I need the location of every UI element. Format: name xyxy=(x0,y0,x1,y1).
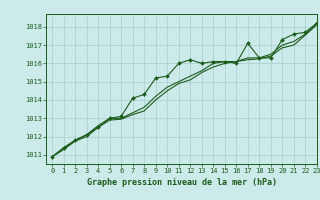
X-axis label: Graphe pression niveau de la mer (hPa): Graphe pression niveau de la mer (hPa) xyxy=(87,178,276,187)
